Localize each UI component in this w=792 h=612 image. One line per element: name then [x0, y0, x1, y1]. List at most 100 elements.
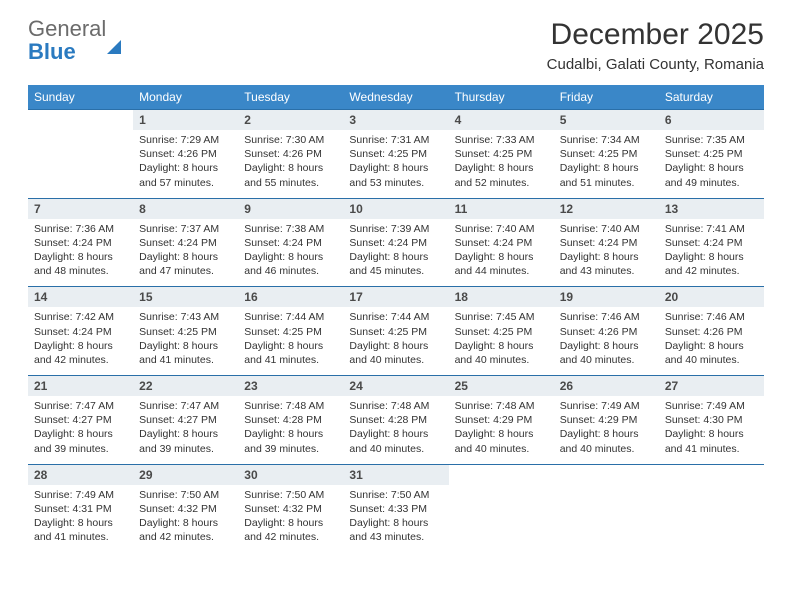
daylight-label: Daylight: [139, 340, 180, 352]
sunset-line: Sunset: 4:25 PM [455, 147, 548, 161]
day-number-cell: 6 [659, 110, 764, 131]
weekday-header-row: Sunday Monday Tuesday Wednesday Thursday… [28, 85, 764, 110]
sunrise-line: Sunrise: 7:50 AM [349, 488, 442, 502]
daylight-line: Daylight: 8 hours and 57 minutes. [139, 161, 232, 189]
sunrise-value: 7:48 AM [496, 400, 535, 412]
sunrise-label: Sunrise: [349, 400, 388, 412]
day-body-cell: Sunrise: 7:43 AMSunset: 4:25 PMDaylight:… [133, 307, 238, 375]
calendar-table: Sunday Monday Tuesday Wednesday Thursday… [28, 85, 764, 552]
day-number-cell: 21 [28, 376, 133, 397]
daylight-line: Daylight: 8 hours and 42 minutes. [665, 250, 758, 278]
sunrise-value: 7:37 AM [181, 223, 220, 235]
sunset-line: Sunset: 4:24 PM [349, 236, 442, 250]
daylight-label: Daylight: [455, 251, 496, 263]
day-body-cell: Sunrise: 7:37 AMSunset: 4:24 PMDaylight:… [133, 219, 238, 287]
weekday-monday: Monday [133, 85, 238, 110]
sunset-label: Sunset: [139, 148, 175, 160]
day-number-cell [28, 110, 133, 131]
sunset-line: Sunset: 4:24 PM [244, 236, 337, 250]
day-number-cell: 29 [133, 464, 238, 485]
day-number-cell: 1 [133, 110, 238, 131]
sunset-line: Sunset: 4:32 PM [244, 502, 337, 516]
sunset-label: Sunset: [139, 237, 175, 249]
day-number-cell: 4 [449, 110, 554, 131]
day-number-cell: 18 [449, 287, 554, 308]
sunrise-label: Sunrise: [34, 400, 73, 412]
sunrise-label: Sunrise: [139, 311, 178, 323]
sunrise-label: Sunrise: [455, 400, 494, 412]
sunrise-line: Sunrise: 7:30 AM [244, 133, 337, 147]
day-number-cell: 15 [133, 287, 238, 308]
day-body-cell: Sunrise: 7:31 AMSunset: 4:25 PMDaylight:… [343, 130, 448, 198]
day-body-cell: Sunrise: 7:35 AMSunset: 4:25 PMDaylight:… [659, 130, 764, 198]
daylight-line: Daylight: 8 hours and 42 minutes. [34, 339, 127, 367]
day-number: 8 [139, 202, 146, 216]
sunrise-line: Sunrise: 7:46 AM [665, 310, 758, 324]
day-number: 5 [560, 113, 567, 127]
sunrise-value: 7:44 AM [391, 311, 430, 323]
daylight-label: Daylight: [34, 251, 75, 263]
sunrise-label: Sunrise: [34, 223, 73, 235]
sunset-label: Sunset: [34, 503, 70, 515]
daylight-line: Daylight: 8 hours and 39 minutes. [139, 427, 232, 455]
sunrise-line: Sunrise: 7:50 AM [139, 488, 232, 502]
sunrise-label: Sunrise: [560, 134, 599, 146]
sunset-label: Sunset: [244, 503, 280, 515]
sunrise-line: Sunrise: 7:49 AM [665, 399, 758, 413]
sunset-label: Sunset: [34, 237, 70, 249]
sunrise-value: 7:47 AM [75, 400, 114, 412]
sunset-line: Sunset: 4:26 PM [139, 147, 232, 161]
sunset-value: 4:30 PM [703, 414, 742, 426]
sunset-line: Sunset: 4:25 PM [244, 325, 337, 339]
sunset-value: 4:25 PM [493, 148, 532, 160]
sunrise-value: 7:41 AM [706, 223, 745, 235]
sunrise-label: Sunrise: [244, 489, 283, 501]
sunset-label: Sunset: [560, 148, 596, 160]
daylight-line: Daylight: 8 hours and 41 minutes. [139, 339, 232, 367]
sunrise-line: Sunrise: 7:48 AM [455, 399, 548, 413]
daylight-label: Daylight: [560, 162, 601, 174]
sunset-label: Sunset: [244, 414, 280, 426]
sunrise-line: Sunrise: 7:48 AM [244, 399, 337, 413]
sunrise-label: Sunrise: [349, 311, 388, 323]
day-number-cell [449, 464, 554, 485]
day-number: 28 [34, 468, 47, 482]
day-number: 11 [455, 202, 468, 216]
day-number-cell: 30 [238, 464, 343, 485]
day-number-cell: 14 [28, 287, 133, 308]
sunset-line: Sunset: 4:25 PM [349, 147, 442, 161]
sunrise-label: Sunrise: [244, 400, 283, 412]
day-body-cell: Sunrise: 7:36 AMSunset: 4:24 PMDaylight:… [28, 219, 133, 287]
daylight-label: Daylight: [349, 340, 390, 352]
sunset-line: Sunset: 4:24 PM [665, 236, 758, 250]
weekday-tuesday: Tuesday [238, 85, 343, 110]
day-body-cell: Sunrise: 7:33 AMSunset: 4:25 PMDaylight:… [449, 130, 554, 198]
sunset-label: Sunset: [34, 414, 70, 426]
sunrise-label: Sunrise: [455, 223, 494, 235]
daylight-line: Daylight: 8 hours and 53 minutes. [349, 161, 442, 189]
sunset-line: Sunset: 4:25 PM [139, 325, 232, 339]
daylight-label: Daylight: [665, 162, 706, 174]
daylight-label: Daylight: [665, 428, 706, 440]
sunset-label: Sunset: [349, 503, 385, 515]
day-body-cell: Sunrise: 7:45 AMSunset: 4:25 PMDaylight:… [449, 307, 554, 375]
sunrise-line: Sunrise: 7:46 AM [560, 310, 653, 324]
sunset-line: Sunset: 4:25 PM [349, 325, 442, 339]
sunrise-label: Sunrise: [244, 134, 283, 146]
day-number-cell: 3 [343, 110, 448, 131]
day-number: 27 [665, 379, 678, 393]
sunset-value: 4:25 PM [703, 148, 742, 160]
sunrise-value: 7:48 AM [286, 400, 325, 412]
day-body-cell [28, 130, 133, 198]
sunset-value: 4:24 PM [73, 237, 112, 249]
sunset-line: Sunset: 4:29 PM [455, 413, 548, 427]
day-number-cell: 31 [343, 464, 448, 485]
sunrise-label: Sunrise: [139, 400, 178, 412]
day-number: 3 [349, 113, 356, 127]
calendar-body: 123456 Sunrise: 7:29 AMSunset: 4:26 PMDa… [28, 110, 764, 553]
sunset-label: Sunset: [349, 148, 385, 160]
sunrise-line: Sunrise: 7:45 AM [455, 310, 548, 324]
daylight-label: Daylight: [139, 428, 180, 440]
sunrise-line: Sunrise: 7:49 AM [34, 488, 127, 502]
sunset-value: 4:31 PM [73, 503, 112, 515]
